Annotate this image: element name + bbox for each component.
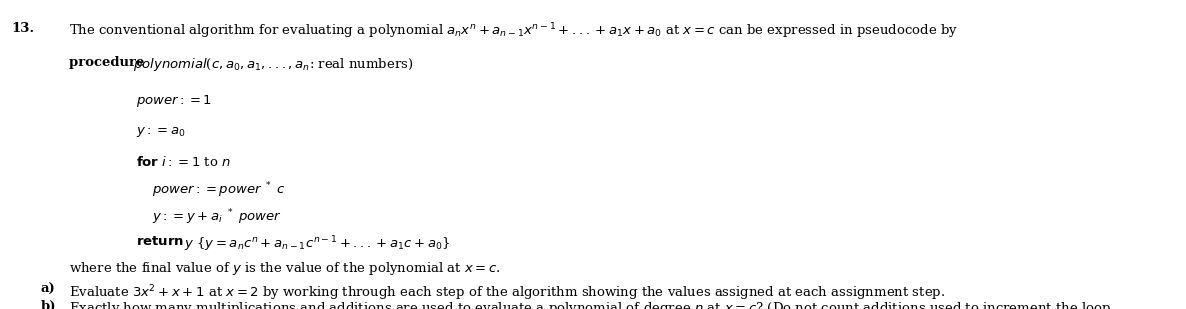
Text: where the final value of $\it{y}$ is the value of the polynomial at $x = c$.: where the final value of $\it{y}$ is the… [69,260,500,277]
Text: 13.: 13. [12,22,34,35]
Text: $\it{y}$ {$\it{y} = a_nc^n + a_{n-1}c^{n-1} + ... + a_1c + a_0$}: $\it{y}$ {$\it{y} = a_nc^n + a_{n-1}c^{n… [184,235,451,254]
Text: $\it{polynomial}$($c, a_0, a_1, ..., a_n$: real numbers): $\it{polynomial}$($c, a_0, a_1, ..., a_n… [133,56,413,73]
Text: procedure: procedure [69,56,148,69]
Text: $\it{power} := 1$: $\it{power} := 1$ [136,93,212,109]
Text: $\it{y} := a_0$: $\it{y} := a_0$ [136,125,186,138]
Text: Evaluate $3x^2 + x + 1$ at $x = 2$ by working through each step of the algorithm: Evaluate $3x^2 + x + 1$ at $x = 2$ by wo… [69,283,945,303]
Text: b): b) [40,300,56,309]
Text: $\bf{return}$: $\bf{return}$ [136,235,186,248]
Text: $\it{power} := \it{power}$ $^*$ $c$: $\it{power} := \it{power}$ $^*$ $c$ [152,181,286,200]
Text: a): a) [40,283,55,296]
Text: $\it{y} := \it{y} + a_i$ $^*$ $\it{power}$: $\it{y} := \it{y} + a_i$ $^*$ $\it{power… [152,208,282,227]
Text: The conventional algorithm for evaluating a polynomial $a_nx^n + a_{n-1}x^{n-1} : The conventional algorithm for evaluatin… [69,22,958,41]
Text: $\bf{for}$ $i := 1$ to $n$: $\bf{for}$ $i := 1$ to $n$ [136,154,231,168]
Text: Exactly how many multiplications and additions are used to evaluate a polynomial: Exactly how many multiplications and add… [69,300,1111,309]
